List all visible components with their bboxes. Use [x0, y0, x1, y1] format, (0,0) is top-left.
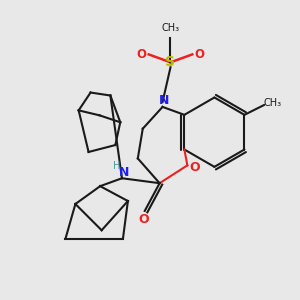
Text: CH₃: CH₃	[263, 98, 281, 108]
Text: O: O	[189, 161, 200, 174]
Text: N: N	[159, 94, 170, 107]
Text: H: H	[113, 161, 121, 171]
Text: O: O	[137, 48, 147, 61]
Text: CH₃: CH₃	[161, 22, 180, 33]
Text: S: S	[166, 55, 176, 69]
Text: O: O	[138, 213, 149, 226]
Text: N: N	[119, 166, 129, 179]
Text: O: O	[194, 48, 204, 61]
